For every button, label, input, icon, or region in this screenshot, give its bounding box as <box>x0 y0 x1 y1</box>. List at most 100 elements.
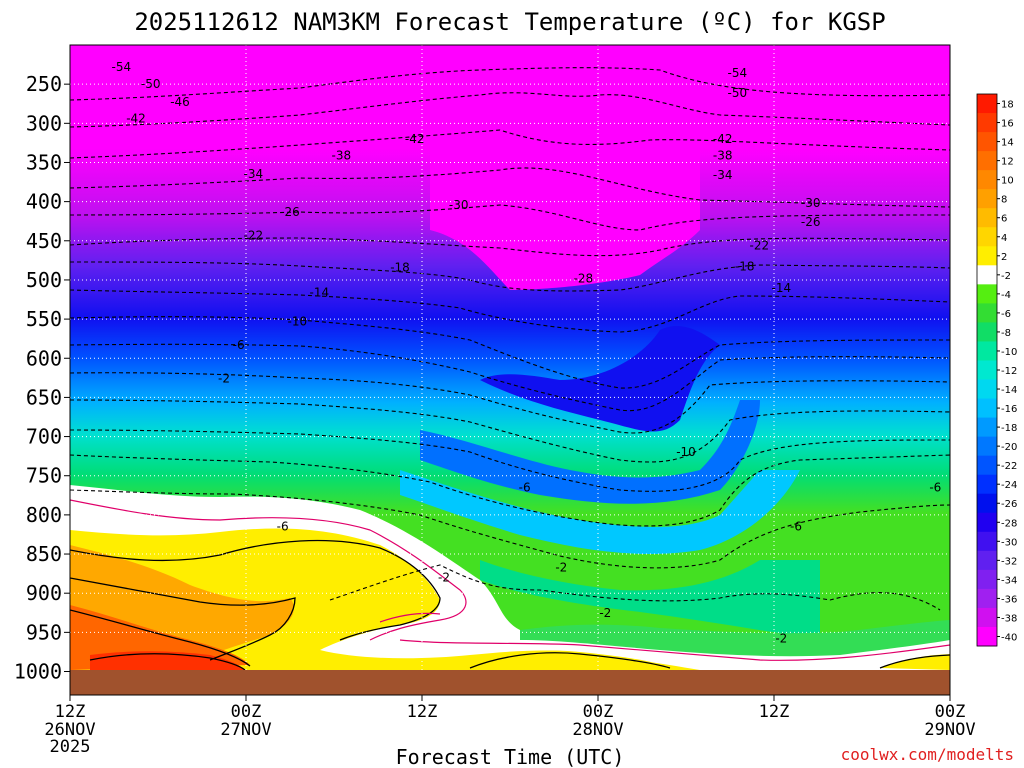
colorbar-swatch <box>977 569 997 590</box>
x-tick-date-label: 27NOV <box>220 720 271 740</box>
colorbar-swatch <box>977 550 997 571</box>
colorbar-swatch <box>977 531 997 552</box>
colorbar-label: 16 <box>1001 119 1014 130</box>
x-tick-label: 00Z <box>583 702 614 722</box>
x-tick-year-label: 2025 <box>50 737 91 757</box>
plot-frame <box>69 44 951 696</box>
colorbar-swatch <box>977 132 997 152</box>
isotherm-label: -10 <box>288 314 308 328</box>
y-tick-label: 500 <box>26 268 62 292</box>
isotherm-label: -18 <box>390 260 410 274</box>
colorbar-swatch <box>977 341 997 361</box>
isotherm-label: -38 <box>713 148 733 162</box>
colorbar-swatch <box>977 360 997 381</box>
colorbar-label: -36 <box>1001 594 1017 605</box>
isotherm-label: -6 <box>929 480 941 494</box>
isotherm-label: -54 <box>728 66 748 80</box>
colorbar-swatch <box>977 474 997 495</box>
isotherm-label: -26 <box>801 215 821 229</box>
x-tick-label: 12Z <box>759 702 790 722</box>
isotherm-label: -42 <box>713 132 733 146</box>
colorbar-swatch <box>977 379 997 400</box>
isotherm-label: -34 <box>244 167 264 181</box>
colorbar-swatch <box>977 265 997 285</box>
isotherm-label: -6 <box>277 520 289 534</box>
colorbar-label: 10 <box>1001 176 1014 187</box>
colorbar-swatch <box>977 322 997 342</box>
colorbar-swatch <box>977 284 997 304</box>
deep-cold-pocket <box>480 325 720 432</box>
x-tick-label: 12Z <box>55 702 86 722</box>
isotherm-label: -2 <box>775 632 787 646</box>
isotherm-label: -26 <box>280 205 300 219</box>
x-tick-label: 00Z <box>935 702 966 722</box>
colorbar-label: -38 <box>1001 613 1017 624</box>
ground-layer <box>70 670 950 695</box>
colorbar-label: 8 <box>1001 195 1007 206</box>
colorbar-label: -34 <box>1001 575 1017 586</box>
colorbar-label: -10 <box>1001 347 1017 358</box>
colorbar-swatch <box>977 512 997 533</box>
isotherm-label: -18 <box>735 260 755 274</box>
colorbar-swatch <box>977 151 997 171</box>
isotherm-label: -34 <box>713 168 733 182</box>
colorbar-label: -16 <box>1001 404 1017 415</box>
warm-yellow-right-pocket <box>880 654 950 670</box>
colorbar-label: -6 <box>1001 309 1011 320</box>
x-tick-date-label: 26NOV <box>44 720 95 740</box>
colorbar: 18 16 14 12 10 8 6 4 2 -2 -4 -6 -8 -10 -12 -14 -16 -18 -20… <box>976 93 1017 647</box>
plot-area <box>70 45 950 695</box>
colorbar-label: -28 <box>1001 518 1017 529</box>
x-tick-date-label: 29NOV <box>924 720 975 740</box>
colorbar-swatch <box>977 303 997 323</box>
colorbar-label: -24 <box>1001 480 1017 491</box>
colorbar-label: -22 <box>1001 461 1017 472</box>
y-tick-label: 350 <box>26 150 62 174</box>
colorbar-label: -8 <box>1001 328 1011 339</box>
isotherm-label: -2 <box>218 372 230 386</box>
y-tick-label: 950 <box>26 620 62 644</box>
colorbar-label: -20 <box>1001 442 1017 453</box>
colorbar-label: -4 <box>1001 290 1011 301</box>
x-tick-date-label: 28NOV <box>572 720 623 740</box>
colorbar-label: 14 <box>1001 138 1014 149</box>
y-tick-label: 850 <box>26 542 62 566</box>
colorbar-label: 4 <box>1001 233 1007 244</box>
isotherm-label: -30 <box>449 198 469 212</box>
colorbar-swatch <box>977 436 997 457</box>
warm-red-region <box>90 651 245 670</box>
colorbar-swatch <box>977 626 997 647</box>
colorbar-swatch <box>977 493 997 514</box>
colorbar-label: -26 <box>1001 499 1017 510</box>
isotherm-label: -38 <box>332 148 352 162</box>
isotherm-labels: -54 -50 -46 -42 -42 -38 -34 -30 -26 -22 -18 -14 -10 -… <box>112 60 942 646</box>
colorbar-swatch <box>977 170 997 190</box>
isotherm-label: -50 <box>728 86 748 100</box>
y-tick-label: 750 <box>26 464 62 488</box>
isotherm-label: -46 <box>170 95 190 109</box>
y-tick-label: 300 <box>26 111 62 135</box>
y-tick-label: 900 <box>26 581 62 605</box>
isotherm-label: -2 <box>438 571 450 585</box>
colorbar-label: 6 <box>1001 214 1007 225</box>
isotherm-label: -14 <box>310 285 330 299</box>
colorbar-swatch <box>977 455 997 476</box>
credit-text[interactable]: coolwx.com/modelts <box>841 745 1014 764</box>
colorbar-label: 12 <box>1001 157 1014 168</box>
y-tick-label: 450 <box>26 229 62 253</box>
y-tick-label: 650 <box>26 385 62 409</box>
grid-lines <box>70 45 950 695</box>
colorbar-swatch <box>977 113 997 133</box>
isotherm-label: -6 <box>519 480 531 494</box>
colorbar-label: -40 <box>1001 632 1017 643</box>
isotherm-label: -6 <box>233 338 245 352</box>
cyan-trough-region <box>400 470 800 555</box>
isotherm-label: -22 <box>244 228 264 242</box>
colorbar-swatch <box>977 94 997 114</box>
colorbar-swatch <box>977 189 997 209</box>
isotherm-label: -2 <box>599 606 611 620</box>
isotherm-label: -54 <box>112 60 132 74</box>
colorbar-label: -32 <box>1001 556 1017 567</box>
freezing-lines <box>70 499 950 661</box>
